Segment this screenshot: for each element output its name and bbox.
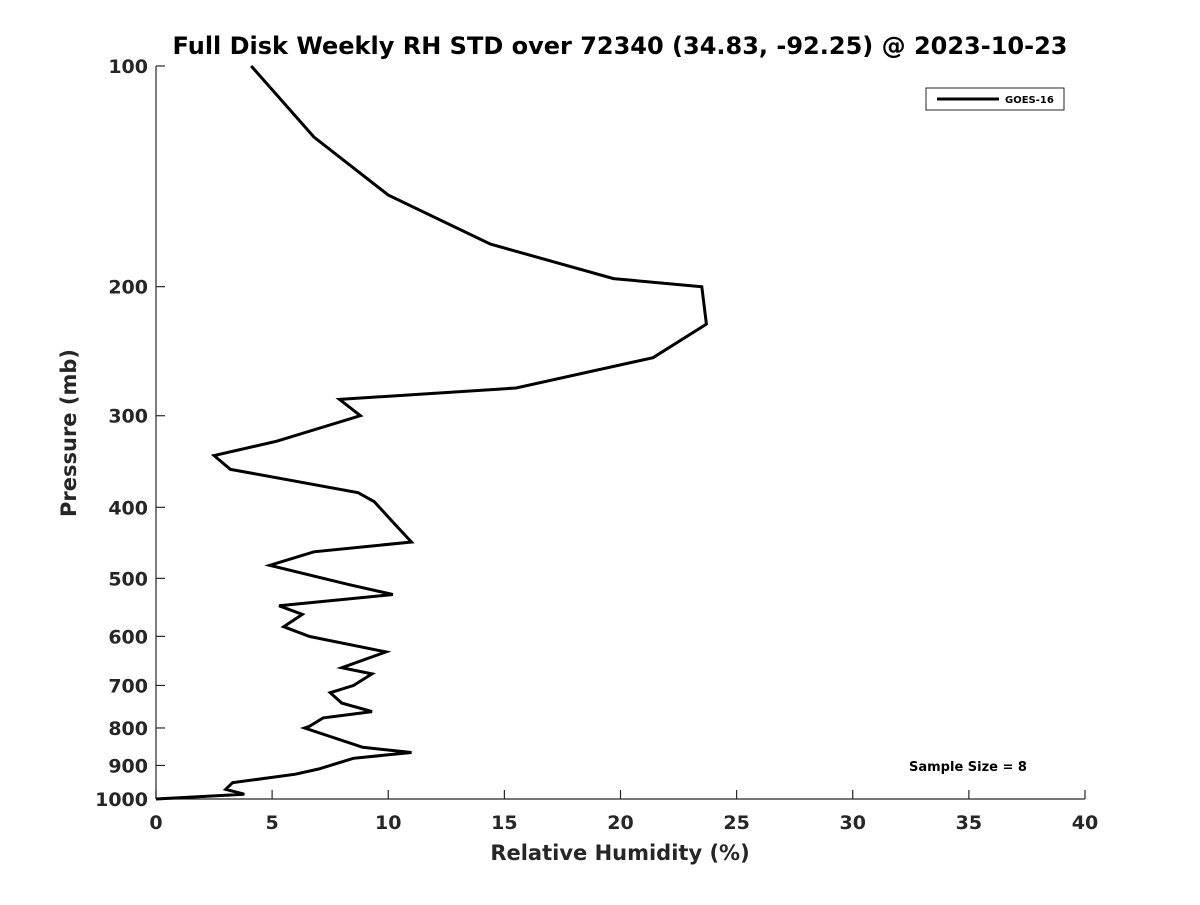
y-tick-label: 1000 — [95, 789, 148, 811]
y-axis-label: Pressure (mb) — [57, 349, 81, 517]
y-tick-label: 600 — [108, 626, 148, 648]
legend: GOES-16 — [925, 87, 1065, 111]
y-tick-label: 700 — [108, 675, 148, 697]
y-tick-label: 200 — [108, 277, 148, 299]
x-tick-label: 40 — [1072, 812, 1098, 834]
x-tick-label: 15 — [491, 812, 517, 834]
y-tick-label: 400 — [108, 497, 148, 519]
x-tick-label: 20 — [607, 812, 633, 834]
x-tick-group: 0 5 10 15 20 25 30 35 40 — [149, 790, 1098, 834]
series-line-goes-16 — [155, 65, 709, 801]
y-tick-label: 100 — [108, 56, 148, 78]
x-tick-label: 35 — [956, 812, 982, 834]
x-tick-label: 5 — [266, 812, 279, 834]
y-tick-label: 800 — [108, 718, 148, 740]
sample-size-annotation: Sample Size = 8 — [909, 760, 1027, 775]
y-tick-label: 300 — [108, 406, 148, 428]
x-tick-label: 0 — [149, 812, 162, 834]
y-tick-label: 900 — [108, 755, 148, 777]
series-group — [155, 65, 709, 801]
x-tick-label: 30 — [840, 812, 866, 834]
x-tick-label: 10 — [375, 812, 401, 834]
y-tick-group: 100 200 300 400 500 600 700 800 900 1000 — [95, 56, 165, 811]
x-axis-label: Relative Humidity (%) — [490, 841, 749, 865]
x-tick-label: 25 — [723, 812, 749, 834]
chart-title: Full Disk Weekly RH STD over 72340 (34.8… — [173, 32, 1068, 60]
y-tick-label: 500 — [108, 568, 148, 590]
legend-label-goes-16: GOES-16 — [1005, 95, 1054, 106]
